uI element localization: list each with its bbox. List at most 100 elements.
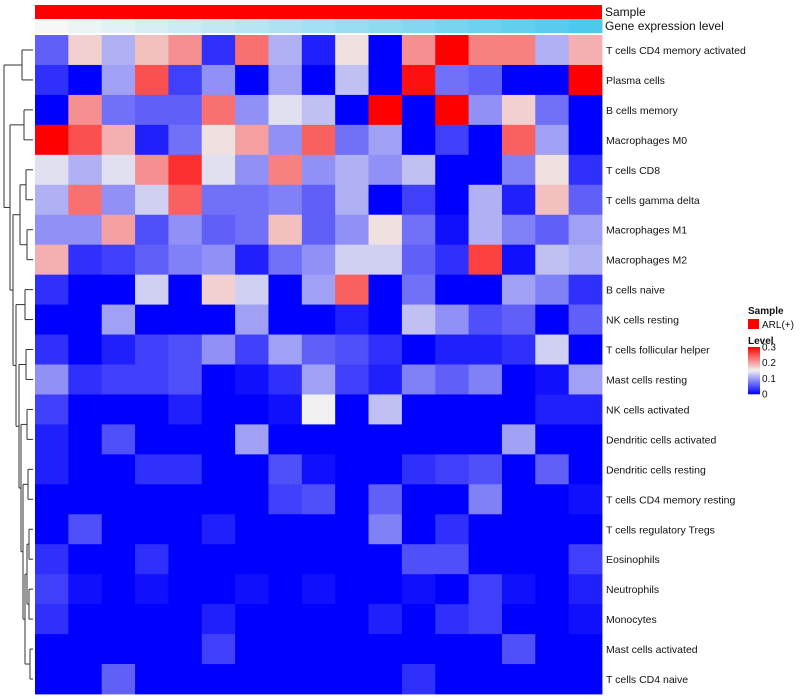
legend-gradient-step — [748, 382, 760, 384]
expression-level-annotation-cell — [135, 19, 169, 33]
heatmap-cell — [568, 574, 603, 605]
heatmap-cell — [501, 124, 536, 156]
heatmap-cell — [401, 334, 436, 365]
heatmap-cell — [568, 664, 603, 695]
heatmap-cell — [368, 364, 403, 395]
legend-gradient-step — [748, 384, 760, 387]
heatmap-cell — [68, 304, 103, 335]
heatmap-cell — [435, 184, 469, 216]
heatmap-cell — [301, 664, 336, 695]
heatmap-cell — [368, 214, 403, 246]
heatmap-cell — [368, 274, 403, 305]
expression-level-annotation-cell — [201, 19, 236, 33]
heatmap-cell — [135, 35, 169, 66]
heatmap-cell — [568, 454, 603, 485]
heatmap-cell — [468, 274, 503, 305]
heatmap-cell — [535, 394, 570, 425]
heatmap-cell — [268, 394, 303, 425]
heatmap-cell — [335, 304, 369, 335]
heatmap-cell — [501, 35, 536, 66]
heatmap-cell — [368, 154, 403, 186]
heatmap-cell — [135, 214, 169, 246]
heatmap-cell — [568, 214, 603, 246]
heatmap-cell — [501, 634, 536, 665]
heatmap-cell — [135, 664, 169, 695]
heatmap-cell — [268, 634, 303, 665]
heatmap-cell — [268, 424, 303, 455]
heatmap-cell — [368, 394, 403, 425]
row-label: NK cells resting — [606, 315, 679, 327]
row-label: Plasma cells — [606, 75, 665, 87]
heatmap-cell — [501, 64, 536, 96]
heatmap-cell — [568, 124, 603, 156]
heatmap-cell — [235, 514, 269, 545]
heatmap-cell — [68, 94, 103, 126]
heatmap-cell — [535, 634, 570, 665]
heatmap-cell — [401, 514, 436, 545]
legend-gradient-step — [748, 359, 760, 362]
heatmap-cell — [235, 214, 269, 246]
heatmap-cell — [501, 334, 536, 365]
legend-sample-swatch — [748, 319, 759, 329]
legend-level-tick-label: 0.2 — [762, 358, 776, 369]
heatmap-cell — [235, 154, 269, 186]
heatmap-cells — [35, 35, 603, 695]
heatmap-cell — [101, 35, 136, 66]
heatmap-cell — [168, 334, 203, 365]
heatmap-cell — [501, 394, 536, 425]
heatmap-cell — [501, 604, 536, 635]
legend-gradient-step — [748, 389, 760, 391]
heatmap-cell — [535, 484, 570, 515]
heatmap-cell — [168, 574, 203, 605]
heatmap-cell — [168, 424, 203, 455]
row-label: Macrophages M2 — [606, 255, 687, 267]
legend-gradient-step — [748, 368, 760, 370]
heatmap-cell — [435, 35, 469, 66]
heatmap-cell — [268, 184, 303, 216]
heatmap-cell — [201, 35, 236, 66]
heatmap-cell — [35, 184, 69, 216]
heatmap-cell — [301, 214, 336, 246]
heatmap-cell — [101, 214, 136, 246]
row-label: T cells CD4 memory activated — [606, 45, 746, 57]
expression-level-annotation-cell — [35, 19, 69, 33]
legend-gradient-step — [748, 357, 760, 360]
heatmap-cell — [468, 574, 503, 605]
heatmap-cell — [168, 124, 203, 156]
legend-gradient-step — [748, 377, 760, 380]
heatmap-cell — [501, 154, 536, 186]
heatmap-cell — [301, 124, 336, 156]
heatmap-cell — [501, 184, 536, 216]
row-label: Macrophages M1 — [606, 225, 687, 237]
heatmap-cell — [135, 544, 169, 575]
heatmap-cell — [201, 214, 236, 246]
heatmap-cell — [35, 94, 69, 126]
legend-gradient-step — [748, 364, 760, 367]
heatmap-cell — [401, 424, 436, 455]
heatmap-cell — [368, 514, 403, 545]
heatmap-cell — [435, 214, 469, 246]
row-label: Dendritic cells resting — [606, 464, 706, 476]
heatmap-cell — [368, 244, 403, 276]
row-label: B cells memory — [606, 105, 679, 117]
heatmap-cell — [468, 35, 503, 66]
heatmap-cell — [435, 364, 469, 395]
heatmap-cell — [35, 574, 69, 605]
sample-annotation-bar — [35, 5, 602, 19]
row-label: B cells naive — [606, 285, 665, 297]
heatmap-cell — [35, 544, 69, 575]
heatmap-cell — [68, 154, 103, 186]
legend-sample-title: Sample — [748, 306, 784, 317]
expression-level-annotation-cell — [235, 19, 269, 33]
heatmap-cell — [35, 664, 69, 695]
heatmap-cell — [468, 544, 503, 575]
heatmap-cell — [201, 334, 236, 365]
heatmap-cell — [301, 35, 336, 66]
heatmap-cell — [301, 514, 336, 545]
heatmap-cell — [35, 484, 69, 515]
heatmap-cell — [568, 424, 603, 455]
heatmap-cell — [501, 514, 536, 545]
heatmap-cell — [135, 274, 169, 305]
heatmap-cell — [335, 214, 369, 246]
heatmap-cell — [68, 35, 103, 66]
